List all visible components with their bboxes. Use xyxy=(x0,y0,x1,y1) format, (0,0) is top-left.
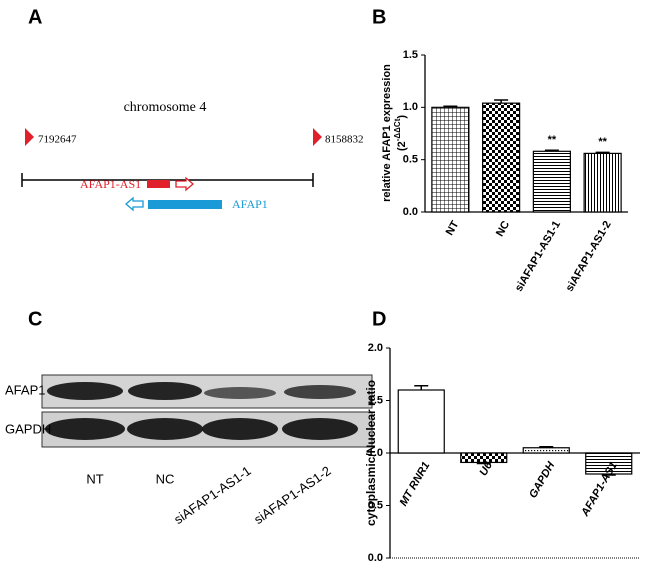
y-axis-label: cytoplasmic/Nuclear ratio xyxy=(364,380,378,526)
y-tick-label: 1.5 xyxy=(403,49,418,61)
error-bar xyxy=(595,151,610,154)
panel-label: B xyxy=(372,6,386,28)
gene-block xyxy=(147,180,170,188)
coordinate: 8158832 xyxy=(325,134,364,146)
diagram-title: chromosome 4 xyxy=(124,100,207,115)
arrow xyxy=(125,196,144,212)
error-bar xyxy=(601,474,616,476)
y-axis-label-part: (2 xyxy=(396,141,408,151)
bar xyxy=(532,150,571,213)
error-bar xyxy=(544,149,559,152)
bands xyxy=(45,382,358,440)
blot-row-label: GAPDH xyxy=(5,421,51,436)
y-tick-label: 0.0 xyxy=(368,552,383,564)
bar xyxy=(482,102,521,213)
error-bar xyxy=(539,445,554,448)
marker xyxy=(25,128,34,146)
gene-label: AFAP1 xyxy=(232,197,268,211)
bar xyxy=(522,447,570,454)
x-tick-label: MT RNR1 xyxy=(398,460,433,508)
marker xyxy=(313,128,322,146)
y-tick-label: 1.0 xyxy=(403,101,418,113)
error-bar xyxy=(414,385,429,390)
x-tick-label: NT xyxy=(444,219,462,238)
lane-label: siAFAP1-AS1-1 xyxy=(171,463,254,527)
bar xyxy=(397,389,445,454)
bar xyxy=(583,152,622,213)
x-tick-label: NC xyxy=(494,219,512,239)
error-bar xyxy=(476,462,491,465)
bar xyxy=(431,106,470,213)
blot-row-label: AFAP1 xyxy=(5,382,45,397)
error-bar xyxy=(494,99,509,104)
lane-label: NC xyxy=(156,471,175,486)
x-tick-label: siAFAP1-AS1-2 xyxy=(564,219,614,294)
significance-label: ** xyxy=(548,134,557,146)
panel-label: A xyxy=(28,6,42,28)
x-tick-label: siAFAP1-AS1-1 xyxy=(513,219,563,294)
y-tick-label: 0.5 xyxy=(403,154,418,166)
significance-label: ** xyxy=(598,136,607,148)
gene-label: AFAP1-AS1 xyxy=(80,177,141,191)
x-tick-label: GAPDH xyxy=(527,459,558,500)
error-bar xyxy=(443,105,458,108)
y-axis-label: relative AFAP1 expression xyxy=(381,64,393,202)
arrow xyxy=(175,176,194,192)
panel-label: C xyxy=(28,308,42,330)
y-tick-label: 1.5 xyxy=(368,394,383,406)
y-tick-label: 0.5 xyxy=(368,499,383,511)
coordinate: 7192647 xyxy=(38,134,77,146)
panel-label: D xyxy=(372,308,386,330)
y-tick-label: 1.0 xyxy=(368,447,383,459)
y-tick-label: 0.0 xyxy=(403,206,418,218)
y-axis-label-part: -ΔΔCt xyxy=(393,118,402,141)
lane-label: siAFAP1-AS1-2 xyxy=(251,463,334,527)
lane-label: NT xyxy=(86,471,103,486)
y-axis-label: (2-ΔΔCt) xyxy=(393,115,408,151)
gene-block xyxy=(148,200,222,209)
y-tick-label: 2.0 xyxy=(368,342,383,354)
y-axis-label-part: ) xyxy=(396,115,408,119)
